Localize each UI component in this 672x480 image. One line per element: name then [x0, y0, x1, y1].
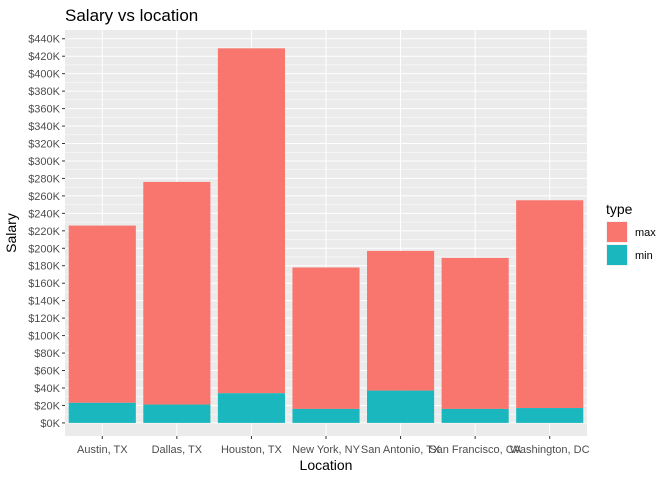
- bar-max: [143, 181, 211, 405]
- bar-min: [516, 408, 584, 423]
- bar-min: [217, 393, 285, 423]
- y-tick-label: $320K: [28, 139, 60, 151]
- y-tick-label: $80K: [34, 348, 60, 360]
- y-tick-label: $400K: [28, 69, 60, 81]
- y-tick-label: $180K: [28, 261, 60, 273]
- x-tick-label: Dallas, TX: [152, 444, 203, 456]
- y-tick-label: $260K: [28, 191, 60, 203]
- y-tick-label: $0K: [40, 418, 60, 430]
- legend-label-min: min: [635, 250, 653, 262]
- y-tick-label: $240K: [28, 208, 60, 220]
- y-tick-label: $20K: [34, 400, 60, 412]
- y-tick-label: $200K: [28, 243, 60, 255]
- bar-min: [367, 390, 435, 423]
- bar-max: [68, 225, 136, 403]
- bar-max: [292, 267, 360, 409]
- y-tick-label: $420K: [28, 51, 60, 63]
- bar-min: [292, 408, 360, 423]
- legend: type max min: [606, 201, 656, 266]
- legend-title: type: [606, 201, 633, 217]
- y-tick-label: $280K: [28, 173, 60, 185]
- bar-max: [516, 200, 584, 409]
- y-tick-label: $300K: [28, 156, 60, 168]
- y-tick-label: $140K: [28, 296, 60, 308]
- y-axis: $0K $20K $40K $60K $80K $100K $120K $140K $160K $…: [28, 34, 65, 430]
- y-tick-label: $120K: [28, 313, 60, 325]
- y-tick-label: $160K: [28, 278, 60, 290]
- y-tick-label: $100K: [28, 331, 60, 343]
- x-axis: Austin, TX Dallas, TX Houston, TX New York,…: [77, 436, 590, 456]
- y-tick-label: $380K: [28, 86, 60, 98]
- x-tick-label: Austin, TX: [77, 444, 128, 456]
- x-tick-label: Houston, TX: [221, 444, 283, 456]
- legend-swatch-min: [607, 245, 627, 265]
- y-tick-label: $220K: [28, 226, 60, 238]
- bar-min: [441, 408, 509, 423]
- legend-swatch-max: [607, 222, 627, 242]
- y-tick-label: $360K: [28, 104, 60, 116]
- y-axis-title: Salary: [3, 213, 19, 253]
- x-tick-label: San Francisco, CA: [429, 444, 521, 456]
- x-tick-label: Washington, DC: [510, 444, 590, 456]
- bar-max: [441, 257, 509, 409]
- y-tick-label: $340K: [28, 121, 60, 133]
- bar-min: [143, 404, 211, 423]
- chart-title: Salary vs location: [65, 6, 198, 25]
- y-tick-label: $40K: [34, 383, 60, 395]
- bar-max: [217, 48, 285, 394]
- bar-max: [367, 250, 435, 391]
- x-tick-label: San Antonio, TX: [361, 444, 441, 456]
- y-tick-label: $440K: [28, 34, 60, 46]
- x-tick-label: New York, NY: [292, 444, 361, 456]
- bars: [68, 48, 584, 423]
- y-tick-label: $60K: [34, 366, 60, 378]
- bar-min: [68, 402, 136, 423]
- legend-label-max: max: [635, 227, 656, 239]
- x-axis-title: Location: [300, 457, 353, 473]
